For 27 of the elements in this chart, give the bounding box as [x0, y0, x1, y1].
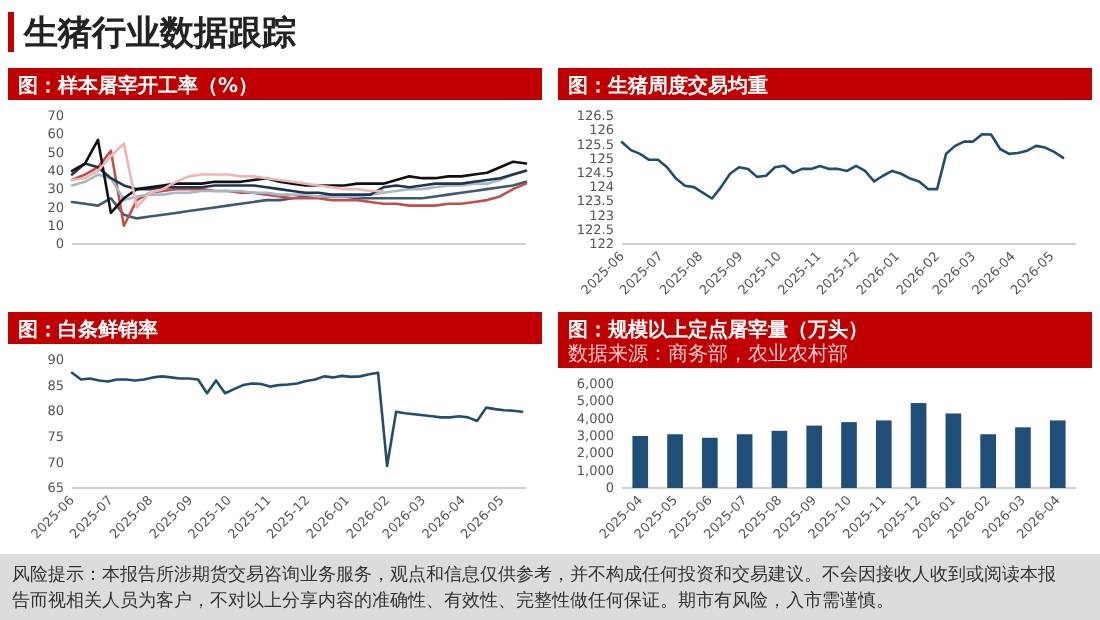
bar	[1015, 427, 1031, 488]
line-series	[70, 180, 528, 220]
line-series	[70, 162, 528, 196]
bar	[702, 437, 718, 488]
bar	[910, 403, 927, 488]
line-series	[70, 138, 528, 215]
bar	[875, 420, 892, 488]
bar	[736, 434, 753, 488]
line-series	[70, 371, 524, 468]
bar	[771, 430, 788, 488]
chart-title: 图：规模以上定点屠宰量（万头）	[568, 318, 868, 342]
line-series	[70, 149, 528, 228]
chart-title: 图：样本屠宰开工率（%）	[18, 74, 259, 98]
chart-subtitle: 数据来源：商务部，农业农村部	[568, 342, 848, 366]
bar	[667, 434, 683, 488]
bar	[980, 434, 996, 488]
text: 风险提示：本报告所涉期货交易咨询业务服务，观点和信息仅供参考，并不构成任何投资和交易建议。不会因接收人收到或阅读本报告而视相关人员为客户，不对以上分享内容的准确性、有效性、完整性做任何保证。期市有风险，入市需谨慎。	[12, 564, 1056, 612]
bar	[806, 425, 823, 488]
line-series	[70, 142, 385, 209]
text: 生猪行业数据跟踪	[22, 14, 296, 54]
chart-title: 图：生猪周度交易均重	[568, 74, 768, 98]
chart-title: 图：白条鲜销率	[18, 318, 158, 342]
bar	[945, 413, 962, 488]
line-series	[620, 132, 1065, 200]
bar	[632, 436, 649, 488]
bar	[841, 422, 857, 488]
bar	[1049, 420, 1066, 488]
